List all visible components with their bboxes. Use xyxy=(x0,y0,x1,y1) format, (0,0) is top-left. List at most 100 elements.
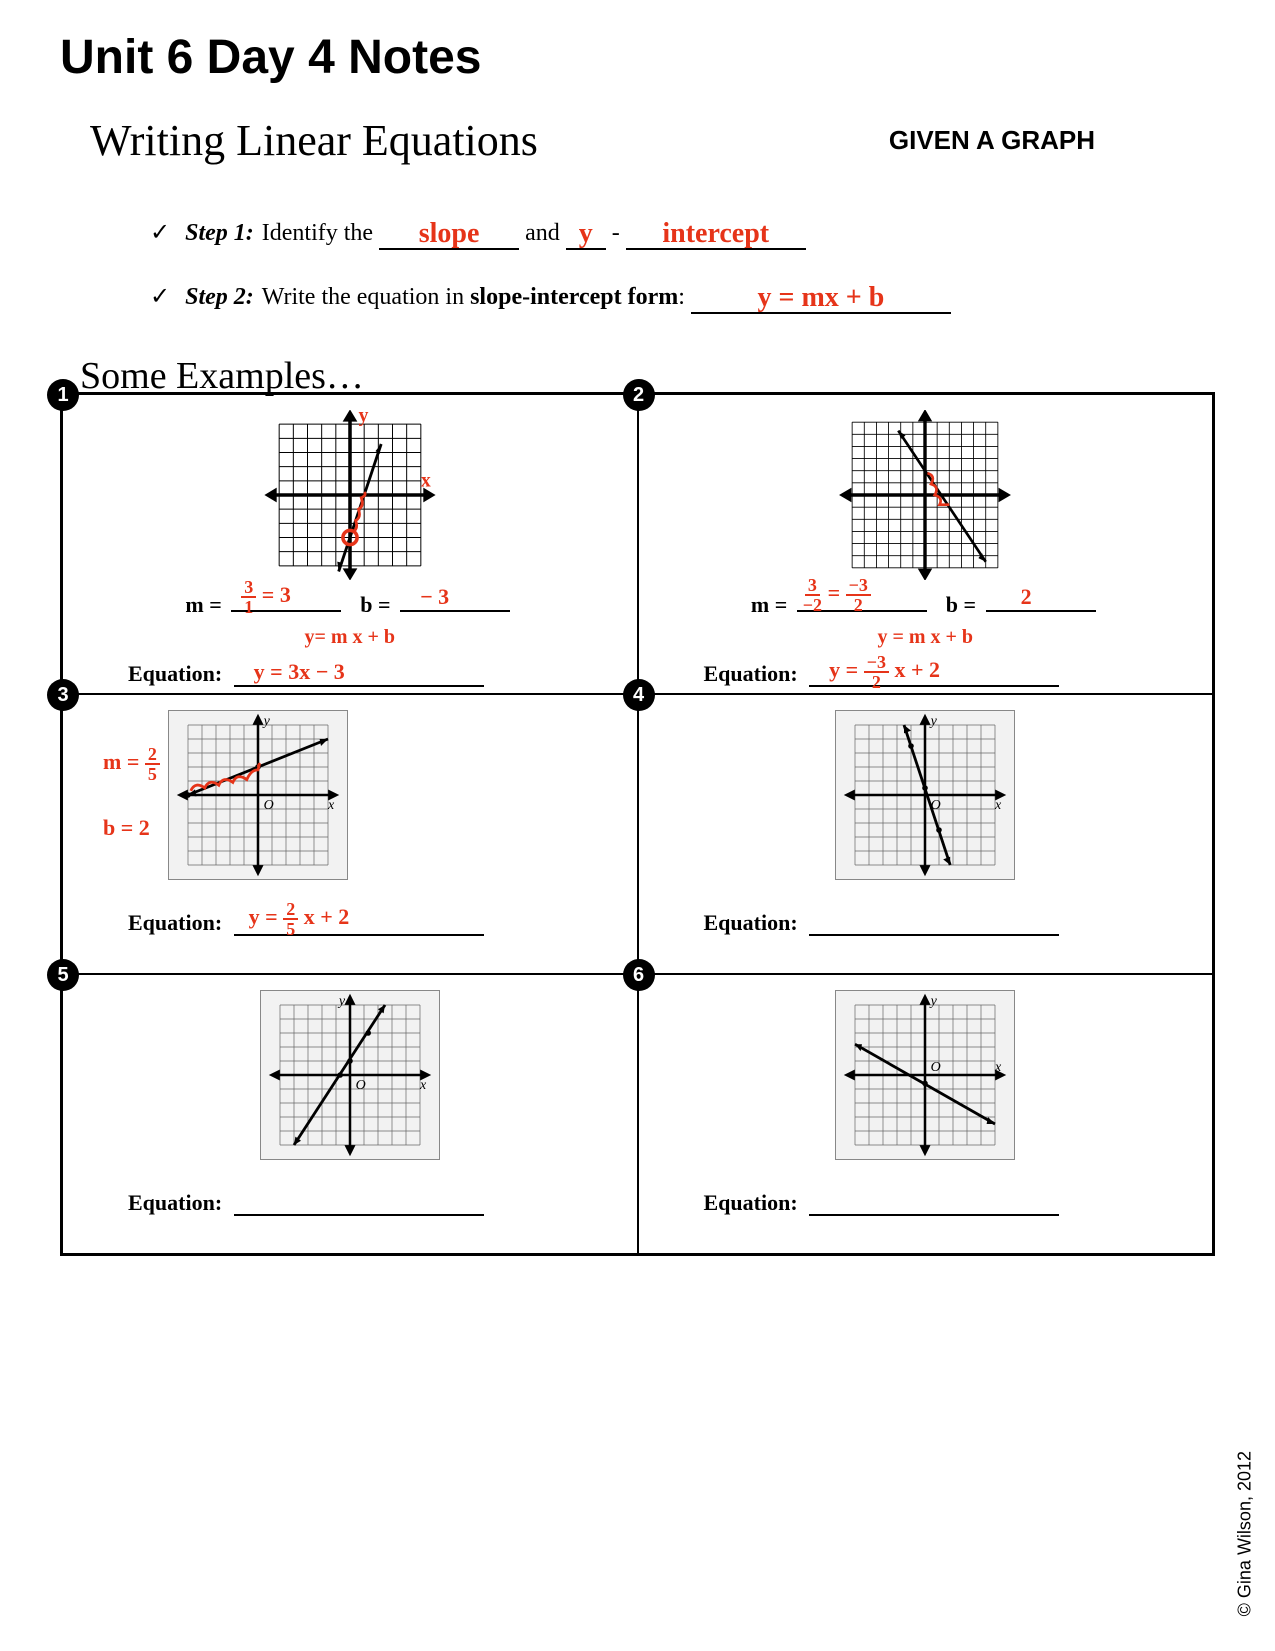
cell2-mb-row: m = 3−2 = −32 b = 2 xyxy=(664,588,1188,618)
cell1-helper: y= m x + b xyxy=(88,626,612,649)
example-cell-5: 5 O x y Equation: xyxy=(62,974,638,1254)
b-fill: − 3 xyxy=(420,584,449,610)
graph-5: O x y xyxy=(260,990,440,1160)
cell5-eq-prompt: Equation: xyxy=(128,1190,612,1216)
cell2-helper: y = m x + b xyxy=(664,626,1188,649)
example-cell-6: 6 O x y Equation: xyxy=(638,974,1214,1254)
svg-text:O: O xyxy=(931,1060,941,1075)
axis-y-label: y xyxy=(358,410,368,426)
origin-label: O xyxy=(264,798,274,813)
eq-label: Equation xyxy=(128,910,215,935)
step1-blank-y: y xyxy=(566,216,606,250)
graph-4: O x y xyxy=(835,710,1015,880)
copyright: © Gina Wilson, 2012 xyxy=(1234,1451,1255,1616)
cell2-eq-prompt: Equation: y = −32 x + 2 xyxy=(704,661,1188,687)
svg-text:O: O xyxy=(355,1078,365,1093)
step1-blank-slope: slope xyxy=(379,216,519,250)
steps-block: ✓ Step 1: Identify the slope and y - int… xyxy=(150,216,1215,314)
m-numr: 3 xyxy=(805,576,820,596)
b-blank: − 3 xyxy=(400,588,510,612)
step2-blank: y = mx + b xyxy=(691,280,951,314)
m-label: m = xyxy=(185,592,221,617)
svg-text:y: y xyxy=(929,994,938,1009)
eq-label: Equation xyxy=(128,1190,215,1215)
examples-grid: 1 y x m = 31 xyxy=(60,392,1215,1256)
subtitle-row: Writing Linear Equations GIVEN A GRAPH xyxy=(60,115,1215,166)
eq-post: x + 2 xyxy=(304,904,350,929)
b-label: b = xyxy=(946,592,976,617)
check-icon: ✓ xyxy=(150,218,170,247)
eq-label: Equation xyxy=(704,1190,791,1215)
y-label: y xyxy=(262,714,271,729)
graph-2 xyxy=(810,410,1040,580)
m-blank: 3−2 = −32 xyxy=(797,588,927,612)
cell1-eq-prompt: Equation: y = 3x − 3 xyxy=(128,661,612,687)
example-cell-3: 3 m = 25 b = 2 O x y Equation: xyxy=(62,694,638,974)
m-frac-bot: 1 xyxy=(244,598,253,616)
step1-dash: - xyxy=(612,220,620,247)
example-cell-1: 1 y x m = 31 xyxy=(62,394,638,694)
eq-blank: y = 25 x + 2 xyxy=(234,910,484,936)
eq-pre: y = xyxy=(829,657,864,682)
graph-1: y x xyxy=(240,410,460,580)
m-eq-denr: 2 xyxy=(854,596,863,614)
step1-blank-intercept: intercept xyxy=(626,216,806,250)
step2-label: Step 2: xyxy=(185,284,254,311)
svg-text:O: O xyxy=(931,798,941,813)
eq-num: 2 xyxy=(283,900,298,920)
badge-5: 5 xyxy=(47,959,79,991)
step1-label: Step 1: xyxy=(185,220,254,247)
m-eq: = 3 xyxy=(262,582,291,607)
b-label: b = xyxy=(360,592,390,617)
eq-blank: y = −32 x + 2 xyxy=(809,661,1059,687)
step2-bold: slope-intercept form xyxy=(470,284,678,311)
b-fill: 2 xyxy=(1021,584,1032,610)
svg-text:y: y xyxy=(929,714,938,729)
eq-post: x + 2 xyxy=(894,657,940,682)
eq-fill: y = 3x − 3 xyxy=(254,659,345,685)
step-2: ✓ Step 2: Write the equation in slope-in… xyxy=(150,280,1215,314)
svg-text:x: x xyxy=(994,798,1002,813)
subtitle: Writing Linear Equations xyxy=(90,115,538,166)
x-label: x xyxy=(327,798,335,813)
example-cell-4: 4 O x y Equation: xyxy=(638,694,1214,974)
eq-blank xyxy=(234,1190,484,1216)
badge-6: 6 xyxy=(623,959,655,991)
step1-fill-intercept: intercept xyxy=(662,218,769,249)
badge-2: 2 xyxy=(623,379,655,411)
step1-fill-y: y xyxy=(579,218,593,249)
eq-den: 2 xyxy=(872,673,881,691)
svg-text:x: x xyxy=(994,1060,1002,1075)
m-eq-numr: −3 xyxy=(846,576,871,596)
m-blank: 31 = 3 xyxy=(231,588,341,612)
b-blank: 2 xyxy=(986,588,1096,612)
cell1-mb-row: m = 31 = 3 b = − 3 xyxy=(88,588,612,618)
eq-num: −3 xyxy=(864,653,889,673)
eq-label: Equation xyxy=(704,661,791,686)
cell4-eq-prompt: Equation: xyxy=(704,910,1188,936)
cell6-eq-prompt: Equation: xyxy=(704,1190,1188,1216)
eq-label: Equation xyxy=(128,661,215,686)
example-cell-2: 2 m = 3−2 = −32 xyxy=(638,394,1214,694)
svg-text:x: x xyxy=(419,1078,427,1093)
badge-3: 3 xyxy=(47,679,79,711)
cell3-annot-m: m = 25 xyxy=(103,745,160,783)
step1-fill-slope: slope xyxy=(419,218,480,249)
given-label: GIVEN A GRAPH xyxy=(889,125,1095,156)
badge-4: 4 xyxy=(623,679,655,711)
cell3-annot-b: b = 2 xyxy=(103,815,150,841)
eq-label: Equation xyxy=(704,910,791,935)
axis-x-label: x xyxy=(421,470,431,492)
step2-fill: y = mx + b xyxy=(758,282,885,313)
step1-text-a: Identify the xyxy=(262,220,373,247)
eq-blank: y = 3x − 3 xyxy=(234,661,484,687)
graph-3: O x y xyxy=(168,710,348,880)
m-denr: −2 xyxy=(803,596,822,614)
step-1: ✓ Step 1: Identify the slope and y - int… xyxy=(150,216,1215,250)
cell3-eq-prompt: Equation: y = 25 x + 2 xyxy=(128,910,612,936)
eq-blank xyxy=(809,1190,1059,1216)
step1-text-b: and xyxy=(525,220,560,247)
eq-den: 5 xyxy=(286,920,295,938)
svg-text:y: y xyxy=(337,994,346,1009)
m-frac-top: 3 xyxy=(241,578,256,598)
